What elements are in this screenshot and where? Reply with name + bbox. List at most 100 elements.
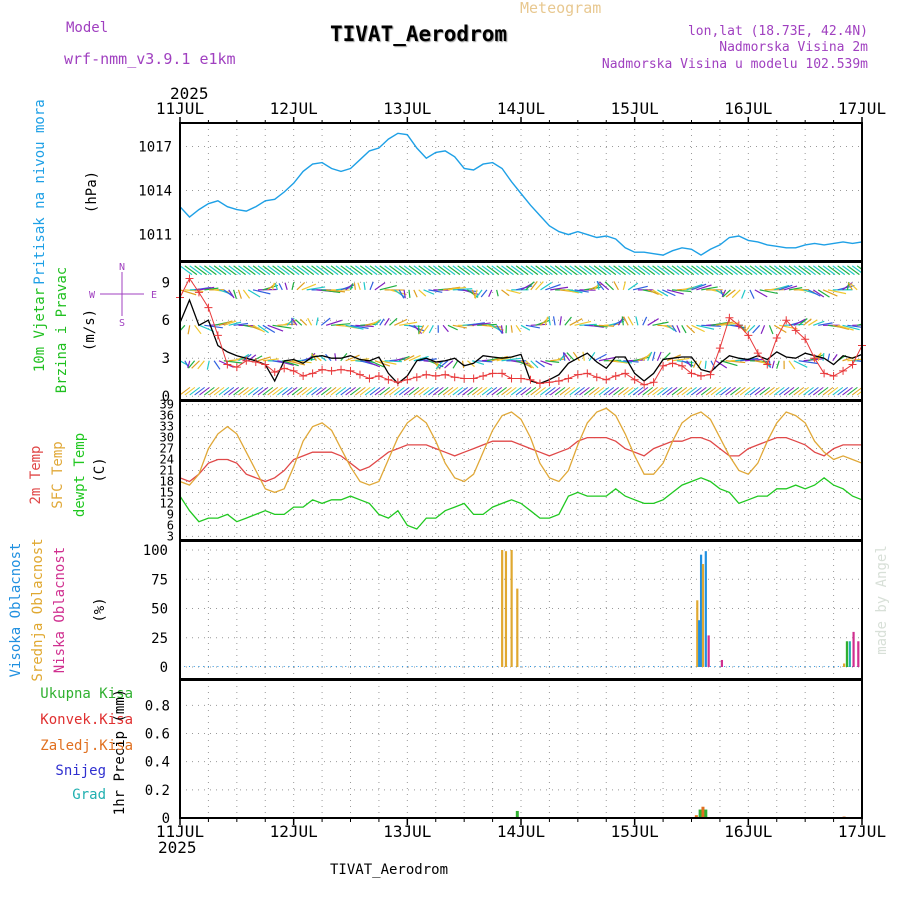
gust-marker [592,373,601,382]
wind-arrow [477,360,493,363]
wind-arrow [398,265,412,276]
wind-arrow [657,265,670,276]
wind-arrow [827,265,841,276]
wind-arrow [696,324,715,330]
wind-arrow [180,265,193,276]
wind-ylabel: 10m Vjetar [32,288,48,372]
wind-arrow [379,265,393,276]
gust-marker [545,378,554,387]
meteogram-label: Meteogram [520,0,602,17]
wind-arrow [647,289,659,295]
wind-arrow [428,289,443,293]
wind-arrow [180,289,197,296]
wind-arrow [301,265,315,276]
wind-arrow [433,386,444,396]
cloud-bar [852,631,855,667]
wind-arrow [647,265,661,276]
wind-arrow [442,265,456,276]
gust-marker [185,274,194,283]
wind-arrow [593,265,607,276]
wind-arrow [608,265,622,276]
wind-arrow [447,386,459,396]
wind-arrow [588,351,596,362]
gust-marker [554,377,563,386]
wind-arrow [277,360,294,366]
wind-arrow [340,386,352,396]
cloud-bar [696,600,699,667]
wind-arrow [520,265,534,276]
wind-arrow [739,386,751,396]
gust-marker [355,370,364,379]
precip-tick-label: 0.6 [145,727,170,743]
wind-arrow [721,289,727,298]
wind-arrow [627,386,639,396]
wind-arrow [403,289,406,299]
wind-arrow [550,286,569,291]
wind-arrow [822,265,836,276]
gust-marker [564,374,573,383]
wind-arrow [569,289,583,294]
wind-arrow [613,265,626,276]
wind-arrow [613,360,628,364]
pressure-line [179,132,863,256]
wind-arrow [413,289,418,298]
wind-arrow [535,386,546,396]
wind-arrow [725,386,736,396]
wind-arrow [535,360,545,368]
wind-arrow [627,265,641,276]
wind-arrow [525,324,540,329]
gust-marker [602,375,611,384]
wind-arrow [574,289,589,293]
wind-arrow [335,386,347,396]
temp-ylabel-t2m: 2m Temp [28,445,44,504]
t2m-line [179,436,862,483]
wind-arrow [778,265,792,276]
wind-arrow [627,282,639,291]
wind-arrow [632,386,644,396]
wind-arrow [788,265,802,276]
wind-arrow [749,386,761,396]
wind-arrow [374,265,388,276]
wind-arrow [705,265,719,276]
wind-arrow [467,289,479,298]
wind-arrow [287,360,306,366]
wind-arrow [661,386,673,396]
cloud-tick-label: 75 [151,572,168,588]
wind-arrow [582,351,585,361]
wind-arrow [272,324,292,329]
wind-arrow [252,289,271,295]
gust-marker [393,378,402,387]
wind-arrow [418,289,427,297]
wind-arrow [803,358,823,362]
wind-arrow [778,284,793,291]
wind-arrow [599,281,610,291]
temp-tick-label: 39 [160,398,174,412]
wind-arrow [773,265,787,276]
temp-tick-label: 18 [160,474,174,488]
wind-arrow [725,265,738,276]
cloud-tick-label: 25 [151,631,168,647]
wind-arrow [311,386,322,396]
wind-tick-label: 9 [162,275,170,291]
compass-w: W [89,290,96,301]
wind-arrow [452,386,464,396]
wind-arrow [691,283,707,291]
x-label-top: 11JUL [156,99,204,118]
wind-arrow [277,386,288,396]
wind-arrow [189,386,201,396]
temp-tick-label: 33 [160,420,174,434]
cloud-bar [698,620,701,667]
gust-marker [384,375,393,384]
wind-arrow [520,386,532,396]
wind-arrow [798,386,809,396]
wind-arrow [316,386,327,396]
x-label-bottom: 17JUL [838,822,886,841]
wind-arrow [598,386,610,396]
wind-arrow [501,386,512,396]
wind-arrow [384,265,397,276]
wind-arrow [472,322,491,326]
wind-arrow [438,360,449,369]
wind-arrow [686,360,693,368]
x-label-bottom: 15JUL [611,822,659,841]
wind-arrow [812,386,824,396]
